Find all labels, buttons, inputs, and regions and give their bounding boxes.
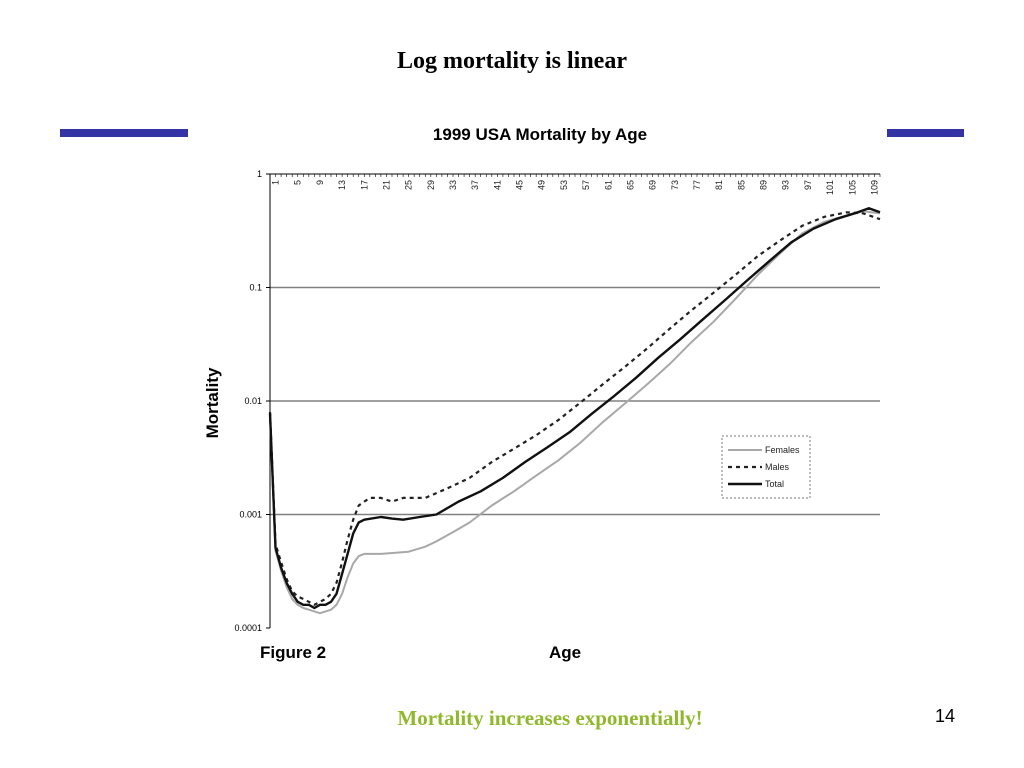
x-tick-label: 49: [537, 180, 547, 190]
x-axis-label: Age: [549, 643, 581, 662]
x-tick-label: 57: [581, 180, 591, 190]
x-tick-label: 17: [359, 180, 369, 190]
y-tick-label: 0.0001: [234, 623, 262, 633]
x-tick-label: 37: [470, 180, 480, 190]
x-tick-label: 5: [293, 180, 303, 185]
y-tick-label: 0.001: [239, 510, 262, 520]
series-line-total: [268, 207, 881, 610]
x-tick-label: 69: [648, 180, 658, 190]
x-tick-label: 13: [337, 180, 347, 190]
x-tick-label: 65: [625, 180, 635, 190]
y-tick-label: 1: [257, 169, 262, 179]
legend-label: Females: [765, 445, 800, 455]
x-tick-label: 53: [559, 180, 569, 190]
x-tick-label: 109: [869, 180, 879, 195]
x-tick-label: 33: [448, 180, 458, 190]
y-axis-label: Mortality: [203, 367, 222, 438]
figure: 1999 USA Mortality by Age 0.0001 0.001 0.0…: [190, 118, 885, 680]
accent-bar-right: [887, 129, 964, 137]
x-tick-label: 101: [825, 180, 835, 195]
x-tick-label: 73: [670, 180, 680, 190]
legend-label: Males: [765, 462, 790, 472]
x-tick-label: 41: [492, 180, 502, 190]
x-tick-label: 81: [714, 180, 724, 190]
x-tick-label: 1: [271, 180, 281, 185]
x-tick-label: 97: [803, 180, 813, 190]
legend-label: Total: [765, 479, 784, 489]
x-tick-label: 21: [381, 180, 391, 190]
slide-title: Log mortality is linear: [397, 48, 627, 74]
slide-caption: Mortality increases exponentially!: [397, 706, 703, 730]
x-tick-label: 45: [515, 180, 525, 190]
x-tick-label: 25: [404, 180, 414, 190]
y-tick-label: 0.01: [244, 396, 262, 406]
x-tick-label: 89: [759, 180, 769, 190]
figure-label: Figure 2: [260, 643, 326, 662]
accent-bar-left: [60, 129, 188, 137]
x-tick-label: 61: [603, 180, 613, 190]
series-line-females: [269, 210, 881, 615]
chart-title: 1999 USA Mortality by Age: [433, 125, 647, 144]
page-number: 14: [935, 706, 956, 726]
x-tick-label: 77: [692, 180, 702, 190]
mortality-chart: 1999 USA Mortality by Age 0.0001 0.001 0.0…: [203, 125, 881, 662]
x-tick-label: 105: [847, 180, 857, 195]
x-tick-label: 85: [736, 180, 746, 190]
y-tick-label: 0.1: [249, 283, 262, 293]
x-tick-label: 29: [426, 180, 436, 190]
x-tick-label: 93: [781, 180, 791, 190]
series-line-males: [268, 211, 881, 606]
x-tick-label: 9: [315, 180, 325, 185]
